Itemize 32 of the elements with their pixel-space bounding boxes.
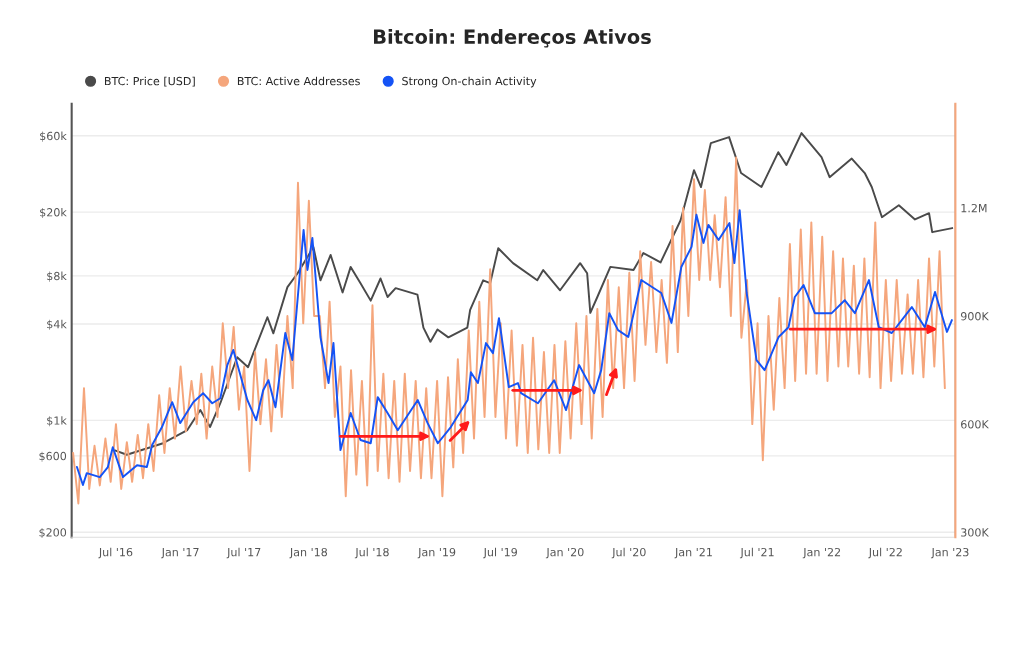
y-tick-label: $60k [40, 131, 67, 142]
x-tick-label: Jul '19 [483, 547, 517, 559]
x-tick-label: Jul '21 [739, 547, 774, 559]
x-tick-label: Jul '20 [611, 547, 646, 559]
legend-label: BTC: Active Addresses [237, 76, 360, 86]
chart-title: Bitcoin: Endereços Ativos [374, 29, 651, 48]
x-tick-label: Jul '16 [98, 547, 133, 559]
line-series [113, 132, 954, 456]
x-tick-label: Jul '17 [226, 547, 261, 559]
y-tick-label: $200 [39, 528, 67, 539]
y-tick-label: $4k [47, 319, 67, 330]
x-tick-label: Jan '18 [289, 547, 328, 559]
y-tick-label: $20k [40, 207, 67, 218]
x-tick-label: Jul '22 [868, 547, 902, 559]
y2-tick-label: 1.2M [961, 203, 987, 213]
legend-label: BTC: Price [USD] [104, 76, 195, 87]
x-tick-label: Jan '23 [930, 547, 969, 559]
x-tick-label: Jan '21 [674, 547, 712, 559]
y2-tick-label: 900K [960, 312, 989, 321]
y-tick-label: $1k [47, 416, 67, 427]
x-tick-label: Jan '17 [161, 548, 199, 559]
y-tick-label: $600 [39, 451, 67, 462]
x-tick-label: Jul '18 [354, 547, 389, 559]
legend-label: Strong On-chain Activity [402, 76, 537, 88]
y2-tick-label: 300K [961, 528, 989, 537]
line-series [72, 156, 946, 505]
y2-tick-label: 600K [961, 420, 989, 429]
x-tick-label: Jan '20 [545, 547, 584, 559]
x-tick-label: Jan '22 [802, 547, 841, 559]
line-series [75, 209, 953, 487]
x-tick-label: Jan '19 [417, 547, 456, 559]
y-tick-label: $8k [47, 271, 67, 282]
